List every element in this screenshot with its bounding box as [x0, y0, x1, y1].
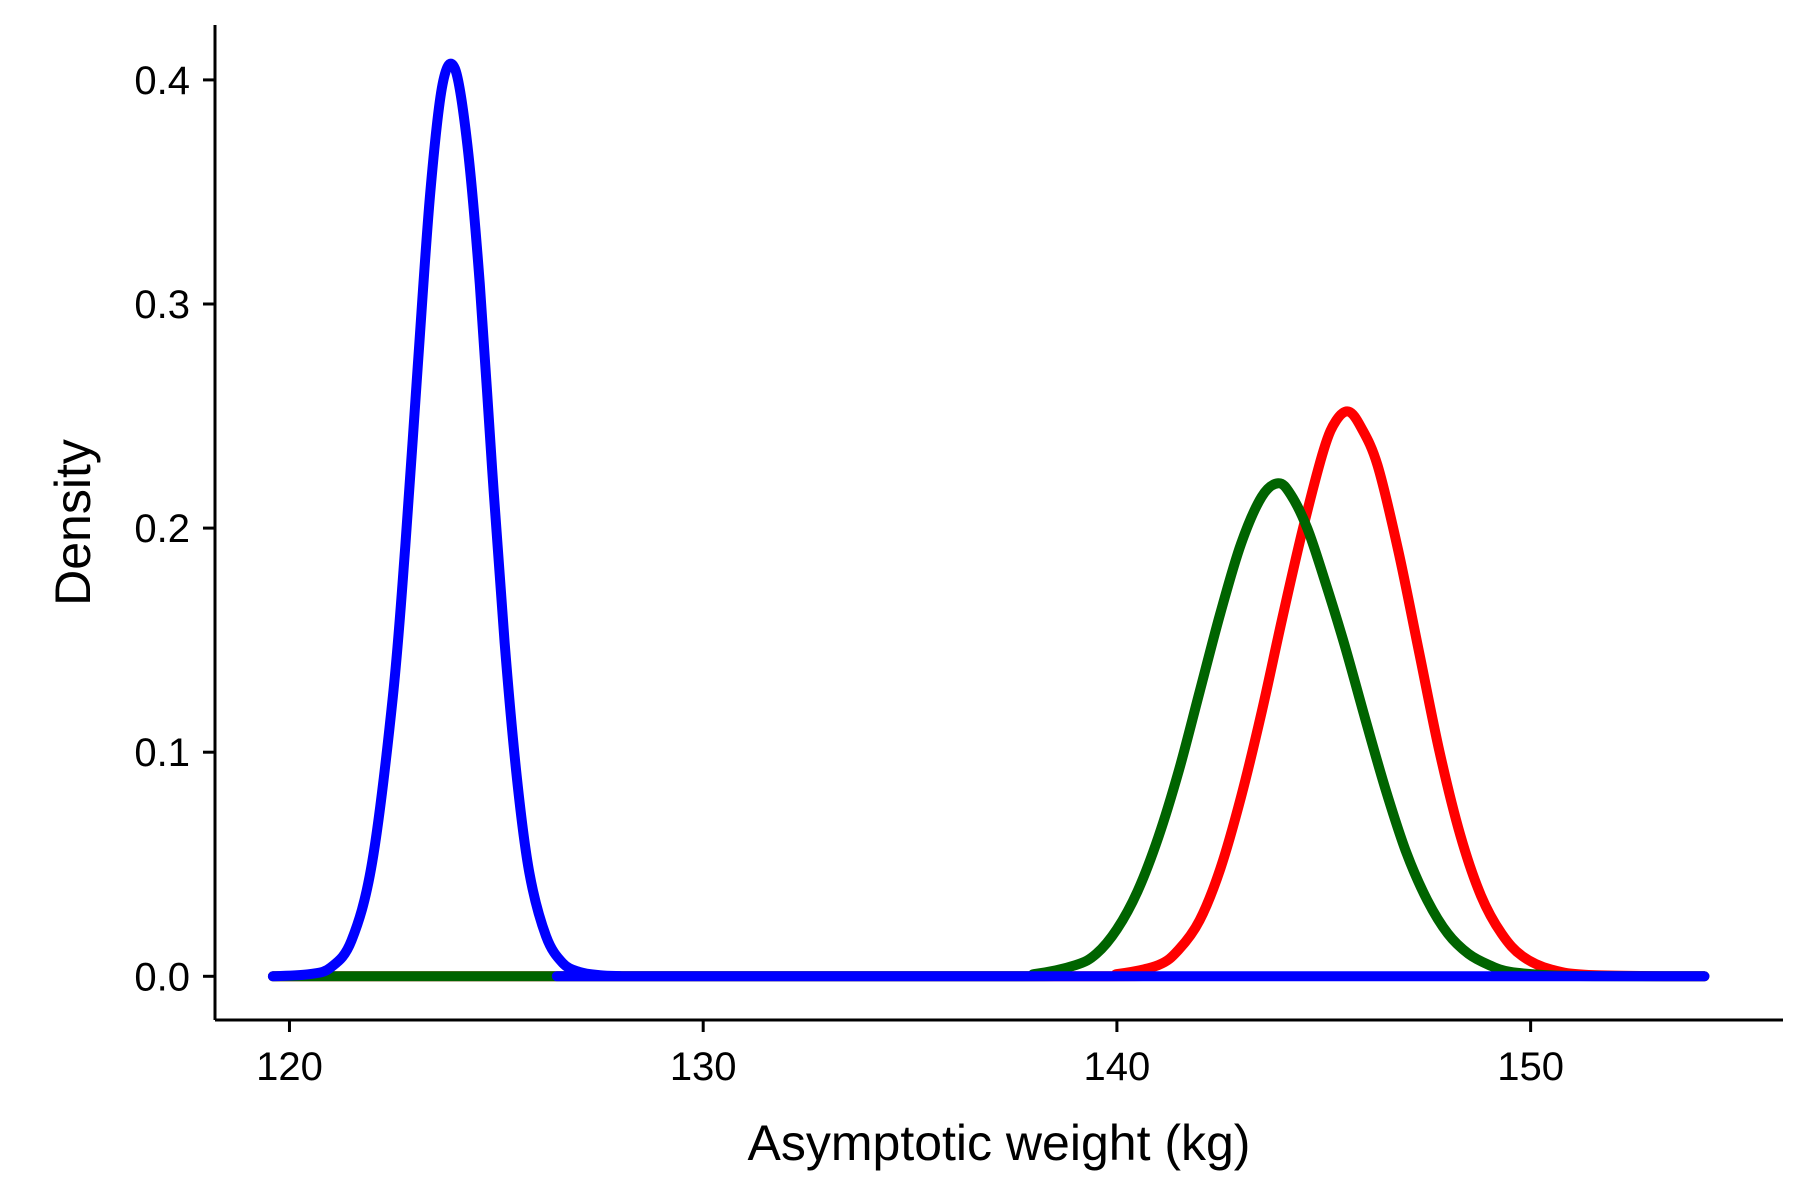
y-tick-label: 0.0	[134, 955, 190, 999]
x-tick-label: 140	[1084, 1045, 1151, 1089]
x-axis-title: Asymptotic weight (kg)	[748, 1115, 1251, 1171]
density-curve-3	[267, 58, 1710, 982]
y-tick-label: 0.3	[134, 283, 190, 327]
x-tick-label: 120	[256, 1045, 323, 1089]
y-axis-title: Density	[45, 439, 101, 606]
y-tick-label: 0.4	[134, 59, 190, 103]
series-layer	[267, 58, 1710, 982]
y-tick-label: 0.1	[134, 731, 190, 775]
y-axis-ticks: 0.0 0.1 0.2 0.3 0.4	[134, 59, 215, 999]
axis-layer	[213, 25, 1783, 1022]
y-tick-label: 0.2	[134, 507, 190, 551]
density-curve-2	[267, 478, 1710, 982]
x-axis-ticks: 120 130 140 150	[256, 1020, 1564, 1089]
x-tick-label: 150	[1497, 1045, 1564, 1089]
x-tick-label: 130	[670, 1045, 737, 1089]
